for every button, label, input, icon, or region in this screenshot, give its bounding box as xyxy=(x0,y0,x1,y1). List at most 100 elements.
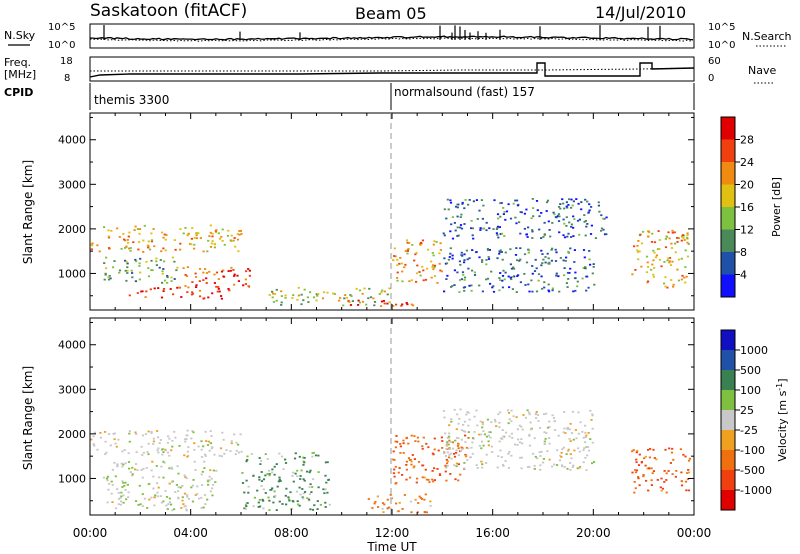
data-cell xyxy=(272,301,276,303)
data-cell xyxy=(129,471,132,473)
data-cell xyxy=(199,295,202,298)
data-cell xyxy=(441,440,444,442)
data-cell xyxy=(272,292,275,295)
data-cell xyxy=(456,445,460,447)
data-cell xyxy=(588,203,591,206)
data-cell xyxy=(415,481,418,484)
data-cell xyxy=(468,284,471,287)
data-cell xyxy=(447,443,450,446)
data-cell xyxy=(246,502,249,504)
data-cell xyxy=(551,287,554,290)
data-cell xyxy=(533,468,536,470)
data-cell xyxy=(465,249,468,252)
data-cell xyxy=(600,229,603,232)
data-cell xyxy=(516,444,519,446)
data-cell xyxy=(168,437,171,440)
data-cell xyxy=(126,266,129,269)
data-cell xyxy=(421,476,424,479)
data-cell xyxy=(138,228,141,230)
data-cell xyxy=(319,503,322,506)
data-cell xyxy=(127,235,130,238)
data-cell xyxy=(449,247,452,250)
data-cell xyxy=(572,438,575,441)
data-cell xyxy=(531,272,534,275)
data-cell xyxy=(127,241,130,244)
data-cell xyxy=(416,264,419,267)
data-cell xyxy=(473,274,477,276)
data-cell xyxy=(180,296,183,298)
data-cell xyxy=(422,269,425,272)
data-cell xyxy=(258,457,261,459)
data-cell xyxy=(415,272,419,275)
data-cell xyxy=(574,289,577,292)
data-cell xyxy=(663,470,666,472)
n-search-label: N.Search xyxy=(742,30,792,43)
data-cell xyxy=(457,463,460,466)
data-cell xyxy=(490,421,493,424)
data-cell xyxy=(507,275,510,278)
data-cell xyxy=(125,261,128,263)
data-cell xyxy=(208,270,211,273)
data-cell xyxy=(433,479,436,481)
data-cell xyxy=(593,461,596,463)
data-cell xyxy=(548,261,551,264)
data-cell xyxy=(125,498,128,501)
data-cell xyxy=(405,464,408,466)
cpid-program-2: normalsound (fast) 157 xyxy=(394,85,535,99)
data-cell xyxy=(176,266,179,269)
data-cell xyxy=(96,448,99,451)
data-cell xyxy=(684,249,687,252)
data-cell xyxy=(127,452,130,455)
data-cell xyxy=(430,276,433,279)
data-cell xyxy=(448,448,451,450)
data-cell xyxy=(459,224,463,226)
data-cell xyxy=(247,485,250,488)
data-cell xyxy=(492,290,496,293)
data-cell xyxy=(664,285,667,288)
data-cell xyxy=(543,286,546,289)
data-cell xyxy=(554,248,557,251)
data-cell xyxy=(141,505,144,507)
data-cell xyxy=(432,268,435,271)
data-cell xyxy=(678,258,681,261)
data-cell xyxy=(294,472,297,475)
data-cell xyxy=(410,460,413,463)
data-cell xyxy=(297,503,300,506)
x-tick-label: 00:00 xyxy=(677,526,712,540)
data-cell xyxy=(560,451,563,454)
data-cell xyxy=(277,480,280,483)
data-cell xyxy=(445,262,449,265)
data-cell xyxy=(405,460,408,463)
data-cell xyxy=(405,436,408,439)
data-cell xyxy=(437,449,440,452)
data-cell xyxy=(647,230,650,233)
data-cell xyxy=(576,467,579,470)
data-cell xyxy=(260,480,264,482)
data-cell xyxy=(296,475,299,478)
data-cell xyxy=(412,304,415,307)
data-cell xyxy=(355,287,358,290)
data-cell xyxy=(523,273,526,275)
data-cell xyxy=(492,285,495,287)
data-cell xyxy=(284,296,287,299)
data-cell xyxy=(294,452,297,455)
data-cell xyxy=(124,269,127,272)
data-cell xyxy=(184,274,187,276)
data-cell xyxy=(501,279,504,282)
freq-panel: Freq. [MHz] 18 8 Nave 60 0 xyxy=(4,56,776,84)
data-cell xyxy=(406,252,409,255)
data-cell xyxy=(191,281,194,283)
data-cell xyxy=(160,449,164,451)
data-cell xyxy=(161,453,164,456)
data-cell xyxy=(464,430,467,433)
data-cell xyxy=(686,472,689,474)
data-cell xyxy=(541,287,544,290)
data-cell xyxy=(499,411,502,414)
data-cell xyxy=(136,292,139,294)
data-cell xyxy=(493,418,497,421)
data-cell xyxy=(436,468,439,470)
data-cell xyxy=(246,455,249,458)
cpid-panel: CPID themis 3300 normalsound (fast) 157 xyxy=(4,83,695,110)
data-cell xyxy=(635,451,638,454)
data-cell xyxy=(499,249,502,252)
